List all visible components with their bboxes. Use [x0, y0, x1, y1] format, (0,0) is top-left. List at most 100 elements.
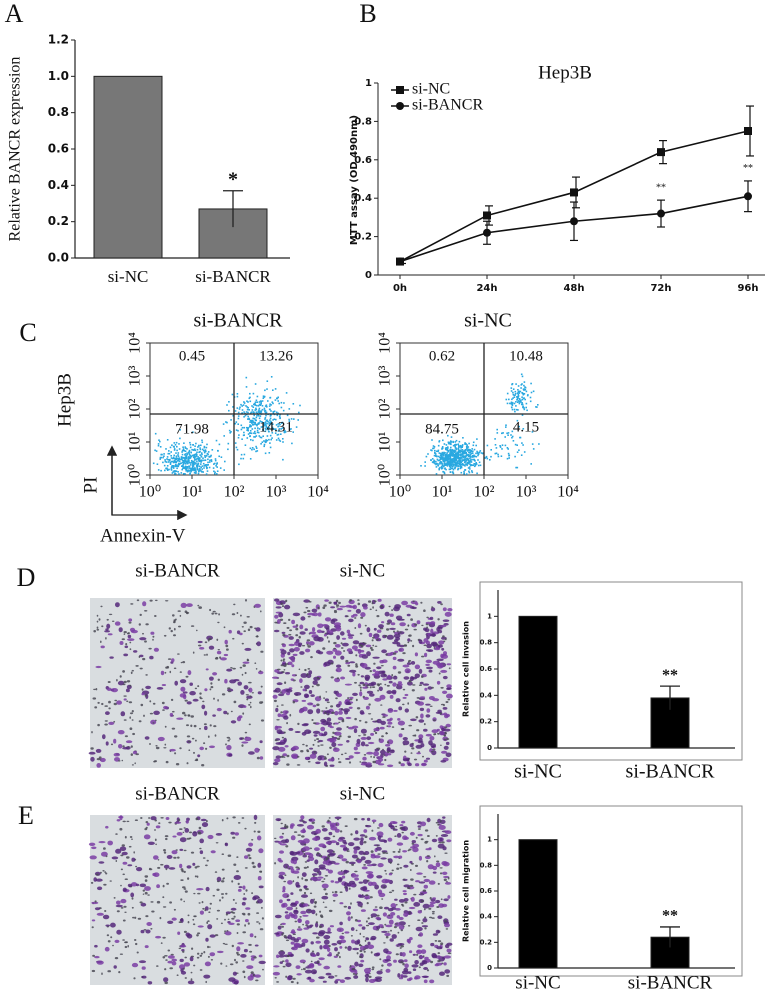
stained-cell: [426, 855, 430, 857]
event-dot: [435, 450, 438, 453]
stained-cell: [124, 645, 129, 649]
stained-cell: [205, 937, 209, 942]
event-dot: [234, 410, 237, 412]
stained-cell: [303, 852, 312, 855]
event-dot: [431, 458, 434, 460]
stained-cell: [163, 849, 166, 852]
event-dot: [237, 423, 239, 425]
event-dot: [178, 473, 180, 475]
stained-cell: [358, 735, 361, 737]
stained-cell: [204, 710, 208, 716]
event-dot: [449, 453, 451, 456]
event-dot: [236, 407, 239, 409]
stained-cell: [143, 929, 147, 931]
event-dot: [269, 415, 272, 417]
event-dot: [172, 465, 175, 467]
stained-cell: [411, 689, 415, 692]
stained-cell: [241, 901, 246, 906]
stained-cell: [400, 763, 405, 767]
event-dot: [275, 411, 278, 414]
stained-cell: [183, 827, 186, 829]
event-dot: [246, 408, 249, 411]
event-dot: [292, 431, 294, 433]
stained-cell: [331, 742, 337, 748]
event-dot: [251, 422, 253, 424]
event-dot: [168, 468, 170, 471]
stained-cell: [345, 716, 352, 720]
stained-cell: [124, 945, 128, 949]
event-dot: [245, 386, 248, 388]
stained-cell: [243, 630, 246, 633]
stained-cell: [374, 731, 378, 735]
event-dot: [486, 444, 489, 447]
stained-cell: [315, 761, 321, 765]
event-dot: [175, 441, 178, 444]
stained-cell: [245, 919, 249, 923]
stained-cell: [290, 678, 294, 681]
stained-cell: [340, 655, 345, 660]
event-dot: [437, 459, 439, 462]
stained-cell: [440, 669, 448, 673]
event-dot: [477, 459, 479, 461]
stained-cell: [279, 843, 287, 846]
stained-cell: [371, 639, 374, 642]
event-dot: [175, 457, 178, 459]
stained-cell: [354, 627, 357, 629]
stained-cell: [389, 613, 394, 617]
stained-cell: [172, 835, 177, 838]
stained-cell: [443, 728, 451, 732]
stained-cell: [415, 836, 418, 839]
event-dot: [470, 464, 472, 467]
event-dot: [258, 409, 260, 411]
event-dot: [232, 415, 234, 417]
stained-cell: [179, 944, 187, 948]
stained-cell: [410, 846, 416, 849]
stained-cell: [323, 965, 331, 970]
event-dot: [433, 447, 435, 450]
stained-cell: [430, 942, 435, 947]
event-dot: [182, 467, 184, 469]
event-dot: [497, 455, 500, 458]
stained-cell: [302, 854, 308, 858]
event-dot: [178, 458, 180, 460]
stained-cell: [290, 902, 298, 907]
stained-cell: [348, 755, 354, 759]
stained-cell: [215, 842, 219, 844]
stained-cell: [360, 728, 367, 734]
panel-label: E: [18, 801, 34, 830]
stained-cell: [182, 886, 186, 889]
event-dot: [160, 469, 162, 472]
stained-cell: [236, 870, 239, 873]
stained-cell: [301, 699, 307, 702]
significance: **: [662, 667, 678, 684]
stained-cell: [164, 968, 167, 971]
stained-cell: [187, 740, 191, 743]
event-dot: [166, 456, 169, 458]
stained-cell: [444, 923, 450, 928]
stained-cell: [321, 825, 325, 828]
event-dot: [178, 443, 180, 445]
stained-cell: [415, 716, 419, 719]
stained-cell: [224, 930, 227, 932]
stained-cell: [296, 764, 301, 766]
event-dot: [470, 459, 472, 462]
stained-cell: [418, 966, 421, 969]
event-dot: [239, 406, 241, 409]
stained-cell: [348, 636, 353, 639]
event-dot: [463, 470, 465, 473]
stained-cell: [259, 928, 264, 931]
stained-cell: [364, 897, 371, 900]
significance: **: [656, 182, 666, 193]
event-dot: [196, 448, 199, 451]
stained-cell: [120, 907, 124, 909]
panel-label: C: [19, 318, 36, 347]
stained-cell: [337, 716, 344, 721]
stained-cell: [413, 628, 417, 631]
stained-cell: [443, 962, 447, 966]
event-dot: [450, 443, 452, 446]
stained-cell: [360, 959, 365, 963]
event-dot: [518, 398, 521, 401]
stained-cell: [418, 734, 424, 739]
stained-cell: [386, 628, 390, 631]
event-dot: [177, 462, 180, 465]
